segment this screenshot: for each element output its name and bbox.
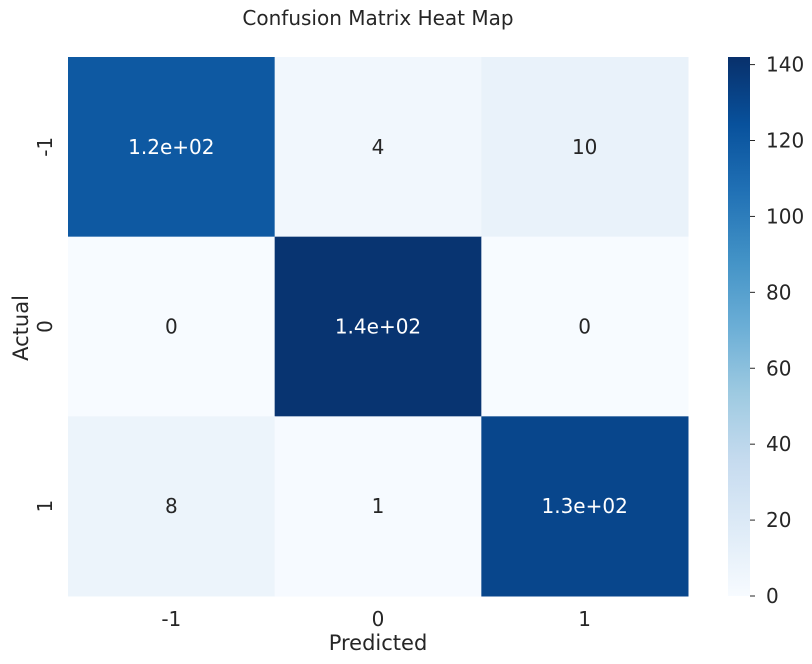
- y-tick-labels: -1 0 1: [33, 137, 57, 513]
- x-axis-label: Predicted: [329, 631, 428, 655]
- heatmap-cell: [274, 416, 482, 597]
- heatmap-cell: [68, 416, 276, 597]
- cell-annotation: 0: [578, 315, 591, 339]
- x-tick-label: 1: [578, 607, 591, 631]
- chart-title: Confusion Matrix Heat Map: [242, 6, 513, 30]
- colorbar-tick-label: 100: [766, 204, 804, 228]
- colorbar: [728, 57, 750, 596]
- cell-annotation: 4: [372, 135, 385, 159]
- heatmap-cell: [68, 236, 276, 417]
- cell-annotation: 1.2e+02: [128, 135, 214, 159]
- colorbar-tick-label: 140: [766, 53, 804, 77]
- y-axis-label: Actual: [9, 295, 33, 361]
- cell-annotation: 8: [165, 494, 178, 518]
- colorbar-tick-label: 40: [766, 432, 791, 456]
- colorbar-tick-label: 80: [766, 280, 791, 304]
- colorbar-tick-label: 60: [766, 356, 791, 380]
- cell-annotation: 1: [372, 494, 385, 518]
- y-tick-label: 1: [33, 500, 57, 513]
- x-tick-label: 0: [372, 607, 385, 631]
- cell-annotation: 0: [165, 315, 178, 339]
- y-tick-label: 0: [33, 320, 57, 333]
- x-tick-label: -1: [161, 607, 181, 631]
- x-tick-labels: -1 0 1: [161, 607, 591, 631]
- cell-annotations: 1.2e+02 4 10 0 1.4e+02 0 8 1 1.3e+02: [128, 135, 628, 518]
- y-tick-label: -1: [33, 137, 57, 157]
- heatmap-cells: [68, 57, 689, 597]
- colorbar-tick-label: 0: [766, 584, 779, 608]
- heatmap-cell: [274, 236, 482, 417]
- cell-annotation: 1.4e+02: [335, 315, 421, 339]
- colorbar-tick-label: 20: [766, 508, 791, 532]
- colorbar-tick-labels: 0 20 40 60 80 100 120 140: [750, 53, 804, 608]
- colorbar-tick-label: 120: [766, 129, 804, 153]
- heatmap-cell: [68, 57, 276, 238]
- heatmap-cell: [274, 57, 482, 238]
- heatmap-cell: [481, 416, 689, 597]
- heatmap-cell: [481, 57, 689, 238]
- cell-annotation: 10: [572, 135, 597, 159]
- cell-annotation: 1.3e+02: [542, 494, 628, 518]
- heatmap-cell: [481, 236, 689, 417]
